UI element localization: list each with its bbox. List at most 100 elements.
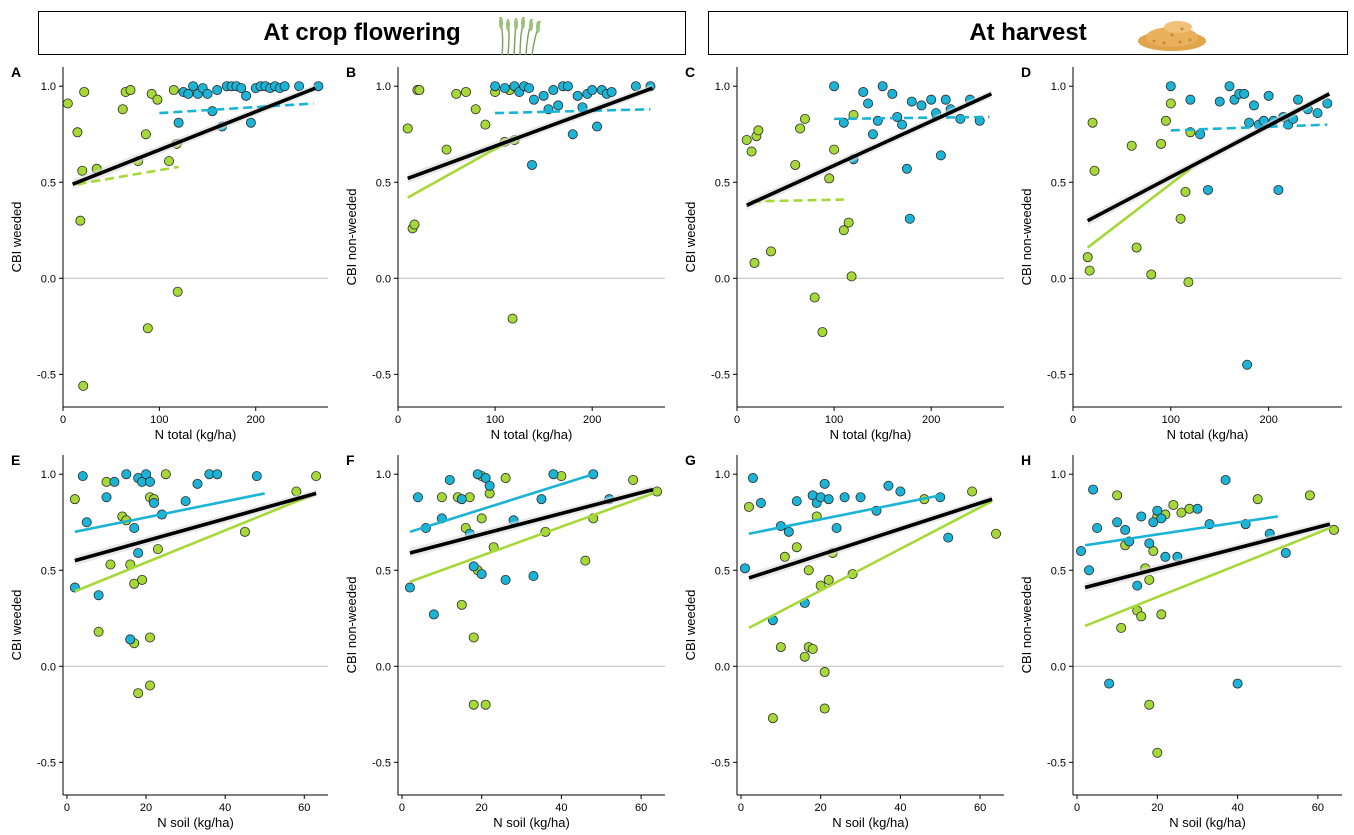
data-point-cyan: [829, 81, 840, 92]
data-point-cyan: [567, 129, 578, 140]
data-point-green: [105, 559, 116, 570]
data-point-cyan: [241, 90, 252, 101]
data-point-green: [1112, 490, 1123, 501]
regression-line-overall: [745, 92, 993, 207]
regression-line-cyan: [409, 472, 594, 534]
data-point-cyan: [245, 117, 256, 128]
data-point-cyan: [572, 90, 583, 101]
data-point-green: [77, 165, 88, 176]
data-point-cyan: [524, 83, 535, 94]
data-point-green: [79, 86, 90, 97]
x-tick-label: 100: [150, 414, 168, 426]
data-point-green: [142, 323, 153, 334]
data-point-cyan: [528, 94, 539, 105]
data-point-cyan: [1104, 678, 1115, 689]
grain-pile-icon: [1138, 21, 1206, 51]
data-point-green: [824, 173, 835, 184]
data-point-cyan: [1092, 522, 1103, 533]
data-point-green: [1176, 507, 1187, 518]
x-tick-label: 60: [1312, 802, 1324, 814]
data-point-green: [460, 86, 471, 97]
data-point-cyan: [536, 494, 547, 505]
panel-H: H -0.5 0.0 0.5 1.0 0 20 40 60 N soil (kg/ha) CBI n…: [1019, 452, 1342, 830]
data-point-green: [168, 85, 179, 96]
y-tick-label: 1.0: [41, 469, 56, 481]
data-point-cyan: [901, 163, 912, 174]
panel-D: D -0.5 0.0 0.5 1.0 0 100 200 N total (kg/ha) CBI …: [1019, 64, 1342, 442]
data-point-cyan: [926, 94, 937, 105]
data-point-cyan: [1132, 580, 1143, 591]
x-tick-label: 200: [583, 414, 601, 426]
panel-F: F -0.5 0.0 0.5 1.0 0 20 40 60 N soil (kg/ha) CBI n…: [344, 452, 665, 830]
data-point-cyan: [180, 496, 191, 507]
y-axis-title: CBI weeded: [9, 202, 24, 273]
data-point-cyan: [81, 517, 92, 528]
data-point-cyan: [500, 574, 511, 585]
y-tick-label: 0.5: [1051, 565, 1066, 577]
data-point-green: [843, 217, 854, 228]
panel-label: A: [11, 64, 21, 80]
data-point-cyan: [101, 492, 112, 503]
data-point-green: [1082, 252, 1093, 263]
data-point-green: [409, 219, 420, 230]
data-point-cyan: [916, 100, 927, 111]
data-point-cyan: [490, 81, 501, 92]
y-tick-label: 0.5: [715, 565, 730, 577]
data-point-cyan: [188, 81, 199, 92]
data-point-green: [1156, 138, 1167, 149]
data-point-cyan: [943, 532, 954, 543]
data-point-green: [1136, 611, 1147, 622]
data-point-cyan: [823, 494, 834, 505]
data-point-green: [1131, 242, 1142, 253]
data-point-cyan: [955, 113, 966, 124]
data-point-green: [152, 544, 163, 555]
y-tick-label: 0.5: [715, 177, 730, 189]
data-point-green: [78, 380, 89, 391]
data-point-cyan: [1280, 547, 1291, 558]
data-point-cyan: [428, 609, 439, 620]
y-tick-label: -0.5: [37, 757, 56, 769]
data-point-cyan: [867, 129, 878, 140]
data-point-cyan: [294, 81, 305, 92]
data-point-green: [311, 471, 322, 482]
data-point-green: [145, 680, 156, 691]
data-point-cyan: [587, 85, 598, 96]
data-point-green: [767, 713, 778, 724]
data-point-green: [470, 104, 481, 115]
header-at-harvest: At harvest: [708, 11, 1348, 55]
data-point-cyan: [404, 582, 415, 593]
data-point-green: [402, 123, 413, 134]
data-point-cyan: [145, 476, 156, 487]
y-tick-label: 0.5: [376, 565, 391, 577]
data-point-cyan: [904, 213, 915, 224]
data-point-cyan: [251, 471, 262, 482]
data-point-green: [137, 574, 148, 585]
data-point-green: [441, 144, 452, 155]
y-axis-title: CBI non-weeded: [344, 189, 359, 286]
data-point-cyan: [1156, 513, 1167, 524]
y-tick-label: -0.5: [1047, 369, 1066, 381]
data-point-green: [846, 271, 857, 282]
data-point-green: [239, 526, 250, 537]
data-point-green: [414, 85, 425, 96]
data-point-cyan: [1220, 474, 1231, 485]
data-point-green: [838, 225, 849, 236]
regression-line-cyan: [1170, 123, 1328, 132]
data-point-cyan: [1202, 184, 1213, 195]
data-point-cyan: [129, 522, 140, 533]
regression-line-green: [74, 492, 317, 593]
y-tick-label: 0.0: [376, 273, 391, 285]
data-point-green: [480, 119, 491, 130]
data-point-green: [779, 551, 790, 562]
data-point-green: [1144, 699, 1155, 710]
x-tick-label: 40: [1231, 802, 1243, 814]
x-tick-label: 20: [815, 802, 827, 814]
data-point-green: [468, 632, 479, 643]
data-point-green: [468, 699, 479, 710]
data-point-cyan: [202, 88, 213, 99]
regression-line-green: [1086, 167, 1192, 249]
data-point-green: [93, 626, 104, 637]
data-point-cyan: [855, 492, 866, 503]
data-point-cyan: [456, 494, 467, 505]
regression-line-green: [1084, 526, 1331, 628]
